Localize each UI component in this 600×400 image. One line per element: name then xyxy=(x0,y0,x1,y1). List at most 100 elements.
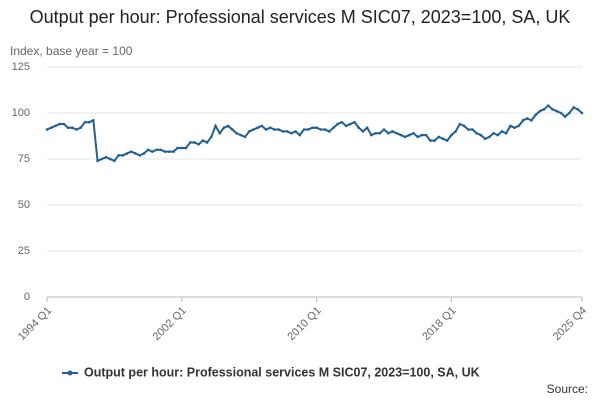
point xyxy=(306,128,310,131)
point xyxy=(108,157,112,161)
point xyxy=(96,159,99,163)
y-tick-label: 100 xyxy=(12,107,30,119)
point xyxy=(311,126,314,130)
point xyxy=(70,126,74,130)
point xyxy=(386,131,390,135)
point xyxy=(454,130,457,133)
point xyxy=(49,126,53,130)
point xyxy=(58,122,61,126)
y-tick-label: 25 xyxy=(18,245,30,257)
point xyxy=(117,154,120,157)
x-tick-label: 2025 Q4 xyxy=(551,305,589,343)
point xyxy=(290,131,293,135)
point xyxy=(100,157,104,161)
point xyxy=(264,128,268,131)
point xyxy=(525,117,529,120)
point xyxy=(462,124,466,128)
point xyxy=(121,154,125,157)
point xyxy=(294,130,297,133)
point xyxy=(319,128,323,131)
point xyxy=(79,126,83,130)
point xyxy=(551,108,554,111)
point xyxy=(239,133,243,137)
point xyxy=(403,135,407,139)
point xyxy=(450,133,453,137)
legend-marker xyxy=(67,370,73,376)
point xyxy=(509,124,512,128)
point xyxy=(576,108,580,111)
point xyxy=(226,124,230,128)
point xyxy=(504,131,508,135)
y-tick-label: 125 xyxy=(12,61,30,73)
point xyxy=(344,124,348,128)
point xyxy=(492,131,495,135)
point xyxy=(563,115,567,118)
point xyxy=(429,139,432,142)
point xyxy=(256,126,259,130)
point xyxy=(134,152,137,155)
point xyxy=(441,137,445,141)
point xyxy=(407,133,411,137)
point xyxy=(374,131,377,135)
point xyxy=(466,128,470,131)
point xyxy=(382,128,386,131)
point xyxy=(281,130,285,133)
y-tick-label: 75 xyxy=(18,153,30,165)
point xyxy=(458,122,462,126)
point xyxy=(151,150,154,153)
point xyxy=(542,108,546,111)
point xyxy=(180,146,184,150)
point xyxy=(129,150,133,153)
point xyxy=(218,131,222,135)
point xyxy=(370,133,373,137)
point xyxy=(391,130,394,133)
point xyxy=(54,124,57,128)
point xyxy=(277,128,280,131)
point xyxy=(500,130,504,133)
point xyxy=(424,133,428,137)
point xyxy=(399,133,403,137)
point xyxy=(113,159,116,163)
point xyxy=(433,139,436,142)
point xyxy=(172,150,175,153)
point xyxy=(146,148,150,152)
point xyxy=(243,135,247,139)
point xyxy=(568,111,571,115)
point xyxy=(87,120,91,124)
point xyxy=(273,128,276,131)
point xyxy=(580,111,584,115)
point xyxy=(534,113,537,117)
point xyxy=(445,139,449,142)
point xyxy=(327,130,331,133)
x-tick-label: 2018 Q1 xyxy=(420,305,458,343)
point xyxy=(483,137,487,141)
source: Source: xyxy=(547,382,588,396)
point xyxy=(125,152,129,155)
point xyxy=(336,122,339,126)
point xyxy=(412,131,415,135)
point xyxy=(285,130,289,133)
point xyxy=(45,128,49,131)
legend-label: Output per hour: Professional services M… xyxy=(84,365,480,379)
point xyxy=(361,130,365,133)
point xyxy=(496,133,500,137)
point xyxy=(416,135,420,139)
point xyxy=(231,128,234,131)
point xyxy=(353,120,356,124)
point xyxy=(538,109,542,113)
point xyxy=(555,109,559,113)
point xyxy=(83,120,87,124)
point xyxy=(92,119,95,122)
point xyxy=(176,146,179,150)
point xyxy=(340,120,344,124)
point xyxy=(517,124,521,128)
point xyxy=(559,111,563,115)
point xyxy=(395,131,398,135)
point xyxy=(437,135,441,139)
point xyxy=(530,119,533,122)
point xyxy=(214,124,217,128)
point xyxy=(475,131,478,135)
point xyxy=(222,126,226,130)
